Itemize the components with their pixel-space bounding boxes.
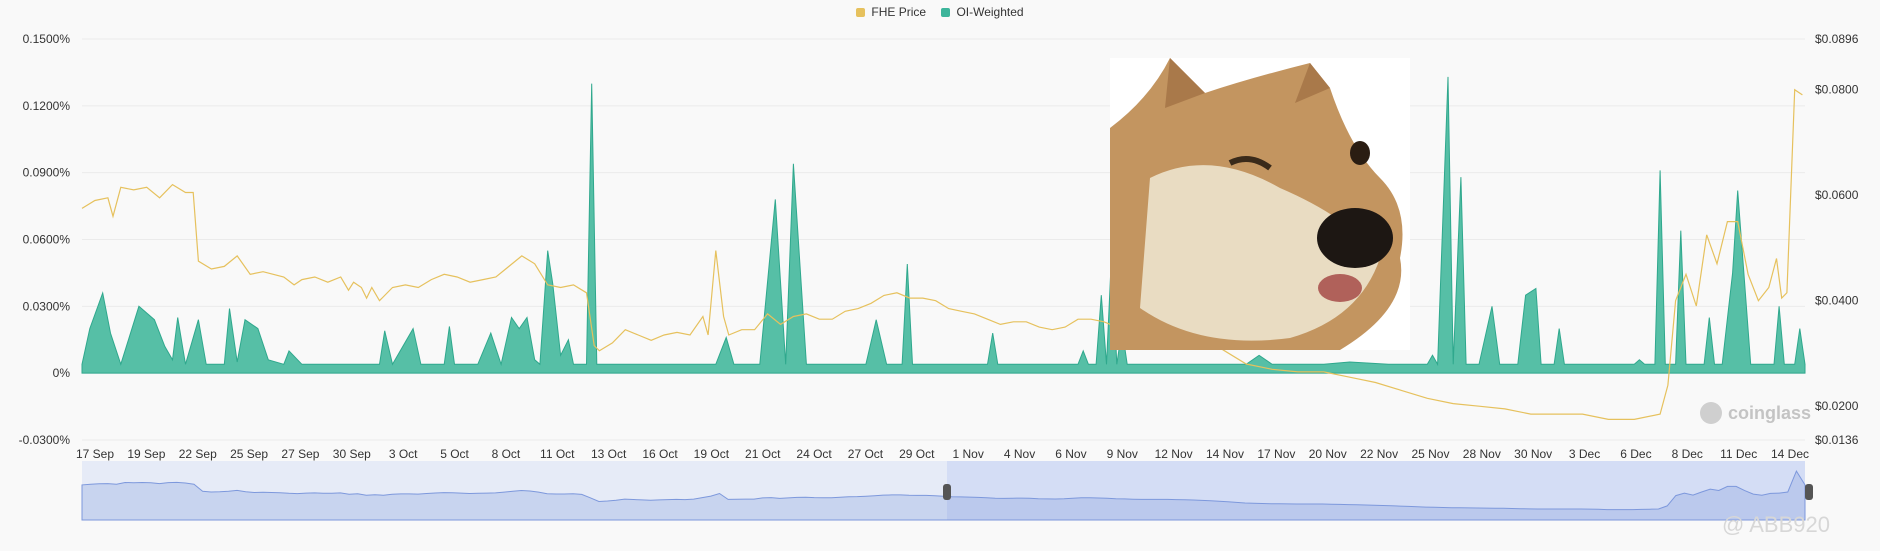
y-left-tick-label: 0.0600% bbox=[23, 233, 71, 247]
y-left-tick-label: 0.1500% bbox=[23, 32, 71, 46]
y-right-tick-label: $0.0200 bbox=[1815, 399, 1859, 413]
x-tick-label: 4 Nov bbox=[1004, 447, 1035, 461]
x-tick-label: 1 Nov bbox=[953, 447, 984, 461]
range-navigator[interactable] bbox=[81, 461, 1813, 521]
x-tick-label: 8 Oct bbox=[492, 447, 521, 461]
x-tick-label: 17 Nov bbox=[1257, 447, 1295, 461]
y-left-tick-label: 0.0900% bbox=[23, 166, 71, 180]
legend-swatch-fhe-price bbox=[856, 7, 866, 17]
x-tick-label: 30 Sep bbox=[333, 447, 371, 461]
y-right-tick-label: $0.0800 bbox=[1815, 83, 1859, 97]
x-tick-label: 12 Nov bbox=[1155, 447, 1193, 461]
x-tick-label: 25 Sep bbox=[230, 447, 268, 461]
oi-weighted-series-area bbox=[81, 76, 1806, 374]
y-right-tick-label: $0.0400 bbox=[1815, 294, 1859, 308]
navigator-left-handle[interactable] bbox=[943, 484, 951, 500]
x-tick-label: 29 Oct bbox=[899, 447, 935, 461]
x-tick-label: 6 Nov bbox=[1055, 447, 1086, 461]
y-left-tick-label: 0% bbox=[53, 366, 71, 380]
x-tick-label: 14 Nov bbox=[1206, 447, 1244, 461]
y-right-tick-label: $0.0600 bbox=[1815, 188, 1859, 202]
x-tick-label: 25 Nov bbox=[1411, 447, 1449, 461]
legend-label-oi-weighted: OI-Weighted bbox=[956, 5, 1024, 19]
fhe-price-series-line bbox=[81, 88, 1803, 420]
x-tick-label: 9 Nov bbox=[1107, 447, 1138, 461]
x-tick-label: 19 Sep bbox=[127, 447, 165, 461]
x-tick-label: 13 Oct bbox=[591, 447, 627, 461]
y-left-tick-label: -0.0300% bbox=[19, 433, 71, 447]
coinglass-logo-icon bbox=[1700, 402, 1722, 424]
coinglass-watermark: coinglass bbox=[1700, 402, 1811, 424]
x-tick-label: 19 Oct bbox=[694, 447, 730, 461]
legend-item-oi-weighted[interactable]: OI-Weighted bbox=[941, 5, 1024, 19]
x-tick-label: 16 Oct bbox=[642, 447, 678, 461]
legend: FHE Price OI-Weighted bbox=[0, 5, 1880, 20]
x-tick-label: 28 Nov bbox=[1463, 447, 1501, 461]
y-right-tick-label: $0.0136 bbox=[1815, 433, 1859, 447]
legend-label-fhe-price: FHE Price bbox=[871, 5, 927, 19]
x-tick-label: 3 Oct bbox=[389, 447, 418, 461]
shiba-dog-image bbox=[1110, 58, 1410, 350]
x-tick-label: 17 Sep bbox=[76, 447, 114, 461]
x-tick-label: 22 Sep bbox=[179, 447, 217, 461]
x-tick-label: 8 Dec bbox=[1672, 447, 1703, 461]
x-tick-label: 27 Oct bbox=[848, 447, 884, 461]
y-right-tick-label: $0.0896 bbox=[1815, 32, 1859, 46]
x-tick-label: 5 Oct bbox=[440, 447, 469, 461]
coinglass-watermark-text: coinglass bbox=[1728, 402, 1812, 423]
x-tick-label: 27 Sep bbox=[281, 447, 319, 461]
x-tick-label: 14 Dec bbox=[1771, 447, 1809, 461]
x-tick-label: 21 Oct bbox=[745, 447, 781, 461]
x-tick-label: 22 Nov bbox=[1360, 447, 1398, 461]
navigator-right-handle[interactable] bbox=[1805, 484, 1813, 500]
x-tick-label: 20 Nov bbox=[1309, 447, 1347, 461]
x-tick-label: 3 Dec bbox=[1569, 447, 1600, 461]
winking-shiba-dog-icon bbox=[1110, 58, 1410, 350]
x-tick-label: 11 Oct bbox=[540, 447, 575, 461]
y-left-tick-label: 0.0300% bbox=[23, 299, 71, 313]
x-tick-label: 6 Dec bbox=[1620, 447, 1651, 461]
x-tick-label: 30 Nov bbox=[1514, 447, 1552, 461]
x-tick-label: 11 Dec bbox=[1720, 447, 1757, 461]
user-watermark: @ ABB920 bbox=[1722, 512, 1830, 537]
legend-swatch-oi-weighted bbox=[941, 7, 951, 17]
x-tick-label: 24 Oct bbox=[796, 447, 832, 461]
legend-item-fhe-price[interactable]: FHE Price bbox=[856, 5, 926, 19]
navigator-selected-range[interactable] bbox=[947, 461, 1805, 520]
y-left-tick-label: 0.1200% bbox=[23, 99, 71, 113]
